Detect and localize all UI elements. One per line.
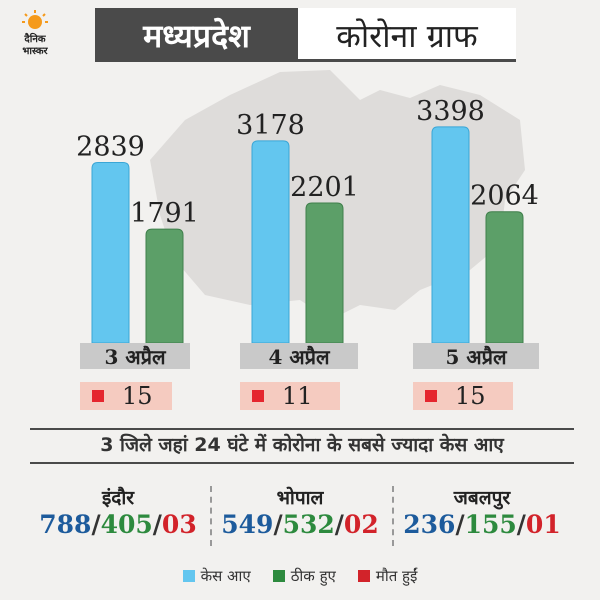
bhopal-deaths: 02	[343, 510, 379, 539]
value-label-recovered-3: 2064	[470, 181, 539, 212]
value-label-cases-3: 3398	[416, 96, 485, 127]
legend-label-deaths: मौत हुईं	[375, 567, 418, 585]
value-label-recovered-2: 2201	[290, 172, 359, 203]
death-count-2: 11	[282, 382, 313, 410]
legend-label-recovered: ठीक हुए	[290, 567, 336, 585]
section-top-line	[30, 428, 574, 430]
district-separator	[210, 486, 212, 546]
bar-cases-1	[91, 161, 130, 344]
bar-recovered-2	[305, 202, 344, 344]
legend-swatch-deaths	[357, 570, 370, 582]
legend-swatch-cases	[182, 570, 195, 582]
date-label-3: 5 अप्रैल	[413, 343, 539, 369]
legend-swatch-recovered	[272, 570, 285, 582]
title-graph: कोरोना ग्राफ	[298, 8, 516, 62]
jabalpur-cases: 236	[403, 510, 456, 539]
indore-recovered: 405	[100, 510, 153, 539]
jabalpur-deaths: 01	[525, 510, 561, 539]
date-label-1: 3 अप्रैल	[80, 343, 190, 369]
bar-cases-3	[431, 126, 470, 344]
death-count-1: 15	[122, 382, 153, 410]
title-underline	[298, 59, 516, 62]
bar-recovered-3	[485, 211, 524, 344]
legend: केस आए ठीक हुए मौत हुईं	[0, 566, 600, 586]
district-name-indore: इंदौर	[101, 487, 135, 509]
district-stats-jabalpur: 236/155/01	[403, 510, 561, 539]
district-separator	[392, 486, 394, 546]
logo-line-2: भास्कर	[22, 46, 48, 57]
bhopal-recovered: 532	[282, 510, 335, 539]
date-label-2: 4 अप्रैल	[240, 343, 358, 369]
districts-section-title: 3 जिले जहां 24 घंटे में कोरोना के सबसे ज…	[100, 434, 504, 456]
district-name-bhopal: भोपाल	[276, 487, 324, 509]
legend-item-cases: केस आए	[182, 566, 251, 586]
dainik-bhaskar-logo: दैनिक भास्कर	[8, 8, 62, 62]
corona-bar-chart: 2839 3178 3398 1791 2201 2064	[76, 70, 539, 344]
section-bottom-line	[30, 462, 574, 464]
bar-recovered-1	[145, 228, 184, 344]
bar-cases-2	[251, 140, 290, 344]
title-state: मध्यप्रदेश	[95, 8, 298, 62]
legend-item-recovered: ठीक हुए	[272, 566, 336, 586]
legend-label-cases: केस आए	[200, 567, 251, 585]
jabalpur-recovered: 155	[464, 510, 517, 539]
bhopal-cases: 549	[221, 510, 274, 539]
district-stats-bhopal: 549/532/02	[221, 510, 379, 539]
death-square-icon	[92, 390, 104, 402]
death-box-1: 15	[80, 382, 172, 410]
district-name-jabalpur: जबलपुर	[453, 487, 511, 509]
district-stats-indore: 788/405/03	[39, 510, 197, 539]
death-square-icon	[252, 390, 264, 402]
value-label-recovered-1: 1791	[130, 198, 199, 229]
legend-item-deaths: मौत हुईं	[357, 566, 418, 586]
death-box-3: 15	[413, 382, 513, 410]
death-box-2: 11	[240, 382, 340, 410]
value-label-cases-2: 3178	[236, 110, 305, 141]
mp-map-silhouette	[150, 70, 525, 320]
death-count-3: 15	[455, 382, 486, 410]
logo-line-1: दैनिक	[24, 34, 46, 45]
sun-logo-icon	[22, 10, 48, 29]
indore-cases: 788	[39, 510, 92, 539]
death-square-icon	[425, 390, 437, 402]
value-label-cases-1: 2839	[76, 131, 145, 162]
indore-deaths: 03	[161, 510, 197, 539]
